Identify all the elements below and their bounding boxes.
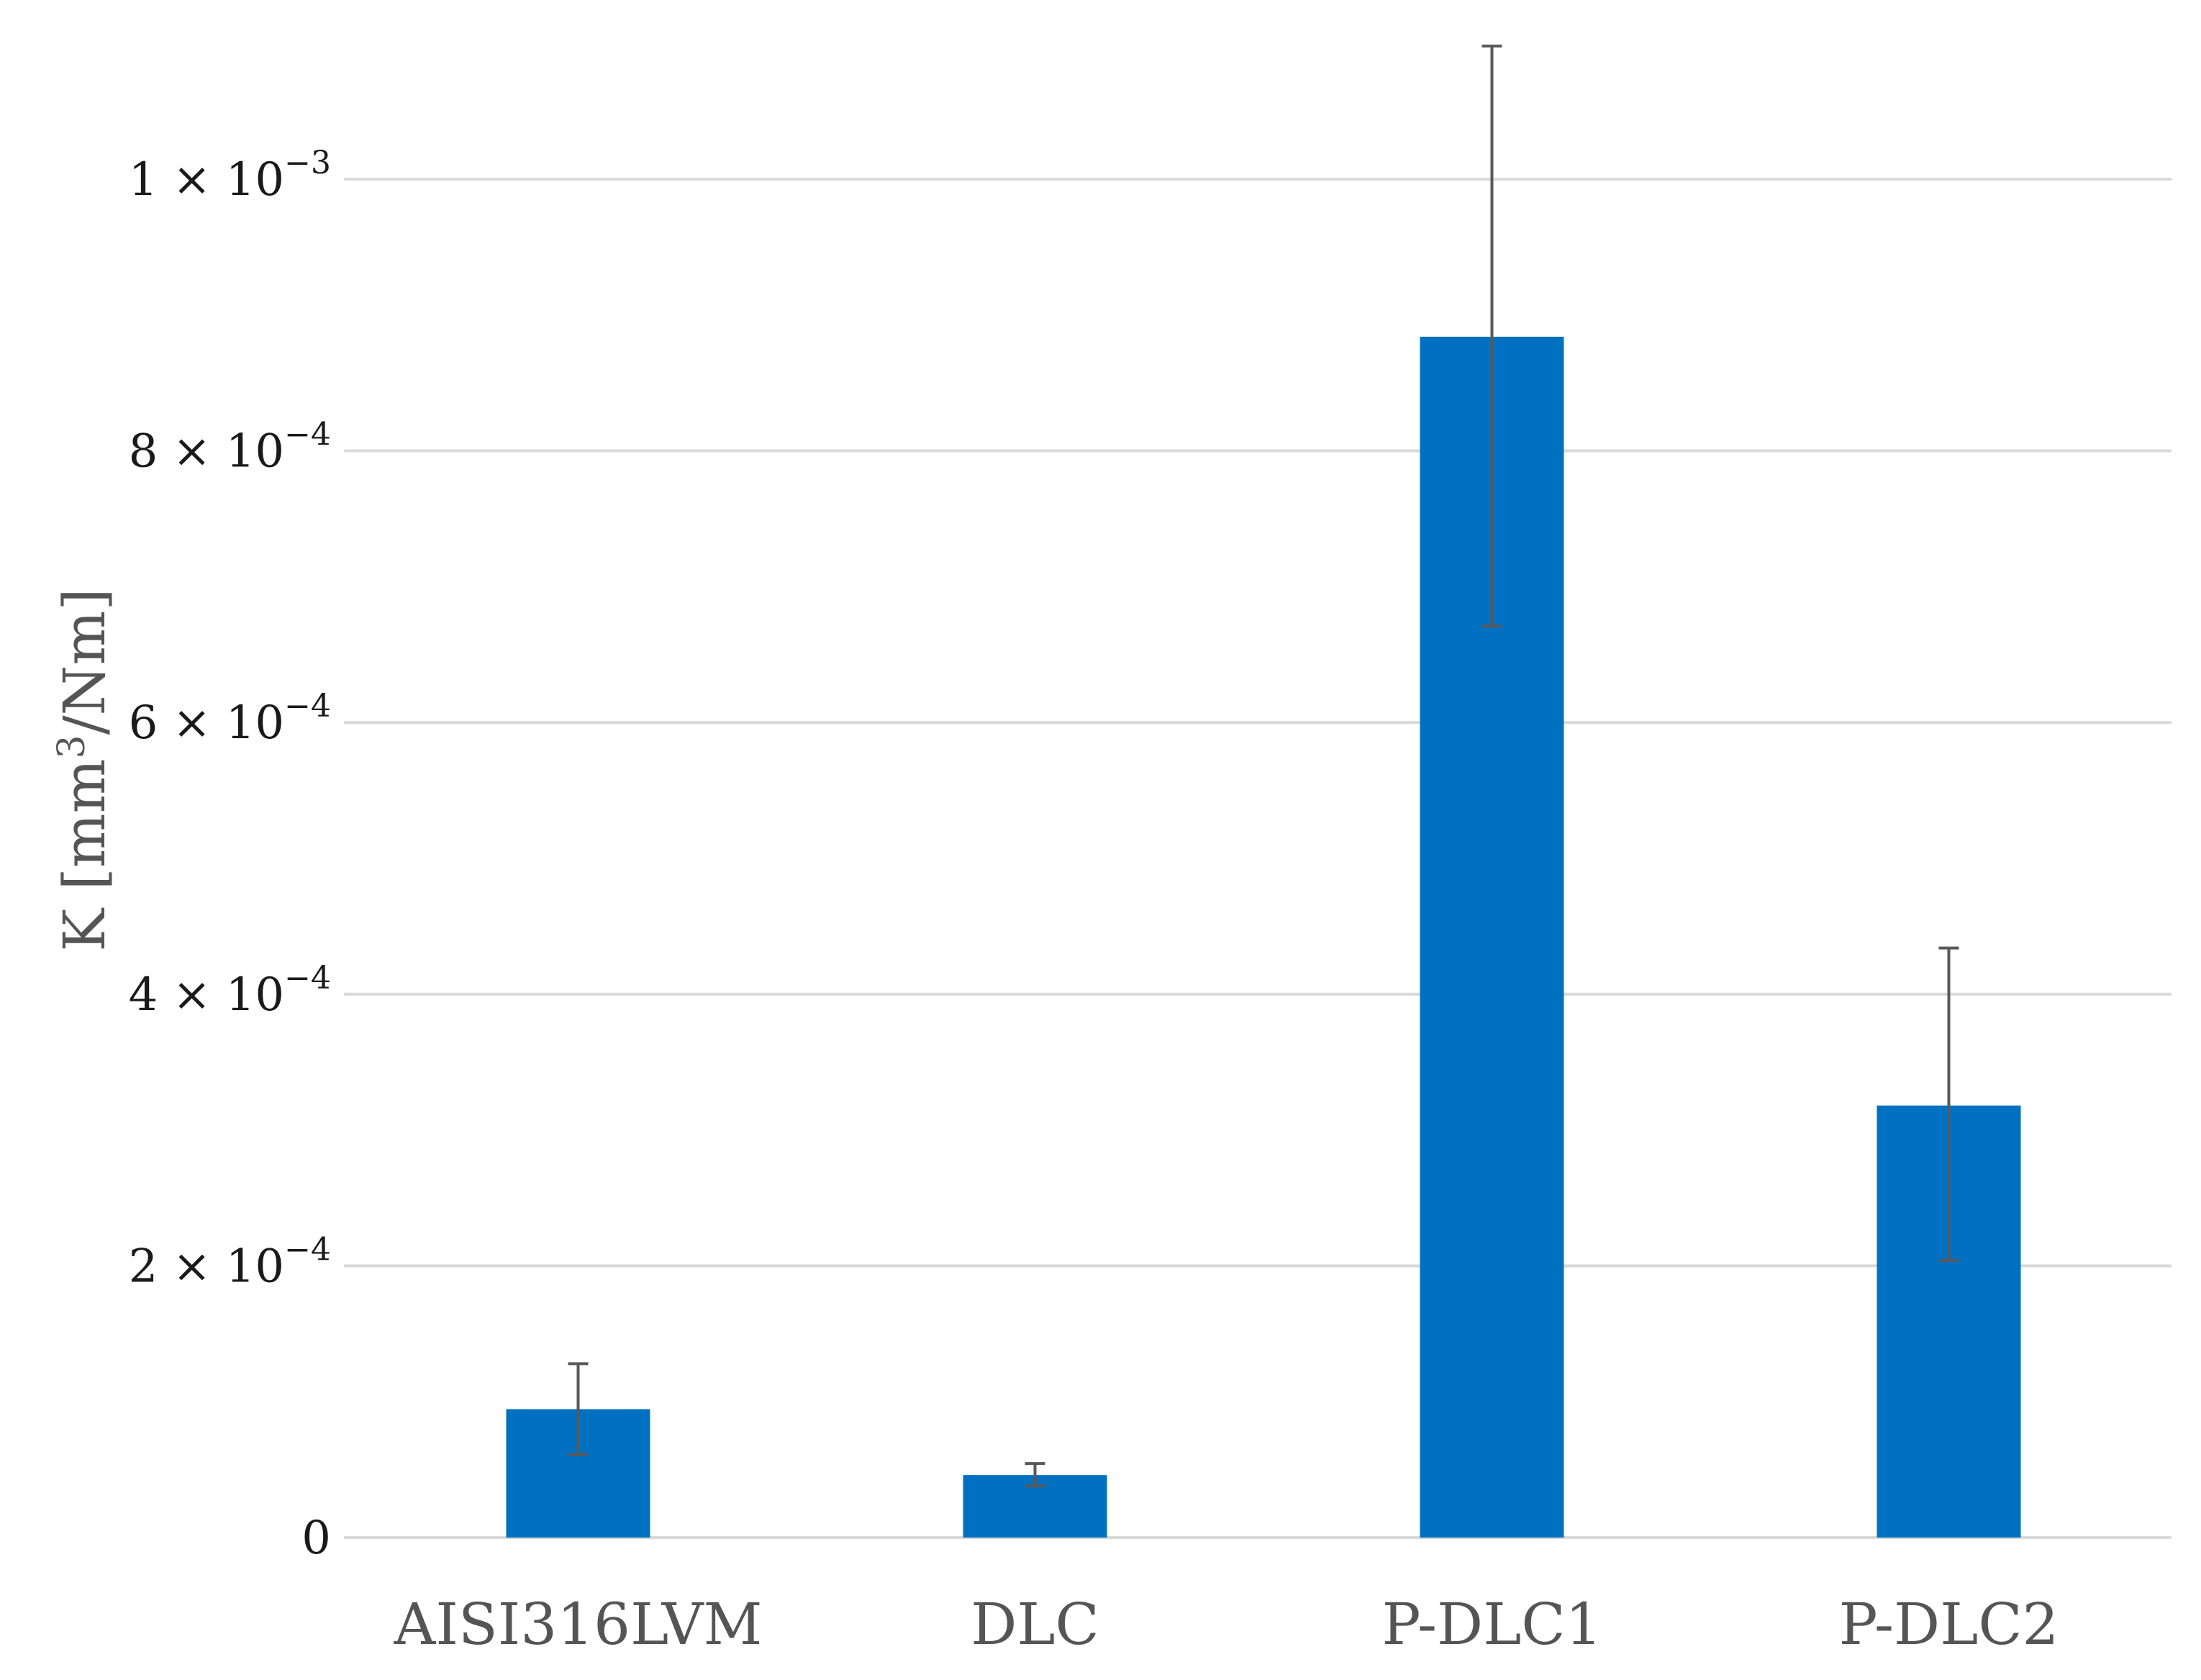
y-tick-label: 0 (301, 1512, 331, 1565)
error-bars (568, 44, 1959, 1488)
y-tick-mantissa: 6 × 10 (129, 696, 284, 750)
y-tick-mantissa: 8 × 10 (129, 425, 284, 478)
y-axis-title: K [mm3/Nm] (50, 588, 118, 951)
y-tick-label: 6 × 10−4 (129, 688, 331, 750)
y-tick-mantissa: 4 × 10 (129, 968, 284, 1022)
x-category-label: P-DLC2 (1839, 1591, 2059, 1658)
y-tick-label: 4 × 10−4 (129, 960, 331, 1022)
y-axis-title-unit: /Nm] (51, 588, 118, 735)
y-tick-mantissa: 0 (301, 1512, 331, 1565)
y-tick-mantissa: 1 × 10 (129, 153, 284, 206)
x-category-label: DLC (971, 1591, 1099, 1658)
x-category-label: P-DLC1 (1382, 1591, 1602, 1658)
x-axis-categories: AISI316LVM DLC P-DLC1 P-DLC2 (394, 1591, 2059, 1658)
y-axis-title-text: K [mm (51, 759, 118, 952)
bars (506, 337, 2021, 1538)
y-tick-label: 1 × 10−3 (129, 145, 331, 206)
y-tick-label: 2 × 10−4 (129, 1231, 331, 1293)
y-axis-title-superscript: 3 (50, 735, 94, 758)
x-category-label: AISI316LVM (394, 1591, 763, 1658)
y-tick-exponent: −3 (284, 145, 331, 181)
y-axis-title-group: K [mm3/Nm] (50, 588, 118, 951)
gridlines (344, 178, 2171, 1539)
y-tick-label: 8 × 10−4 (129, 417, 331, 478)
y-tick-exponent: −4 (284, 417, 331, 453)
y-tick-exponent: −4 (284, 1231, 331, 1268)
y-tick-exponent: −4 (284, 960, 331, 996)
y-tick-mantissa: 2 × 10 (129, 1240, 284, 1293)
y-axis-ticks: 02 × 10−44 × 10−46 × 10−48 × 10−41 × 10−… (129, 145, 331, 1565)
y-tick-exponent: −4 (284, 688, 331, 725)
